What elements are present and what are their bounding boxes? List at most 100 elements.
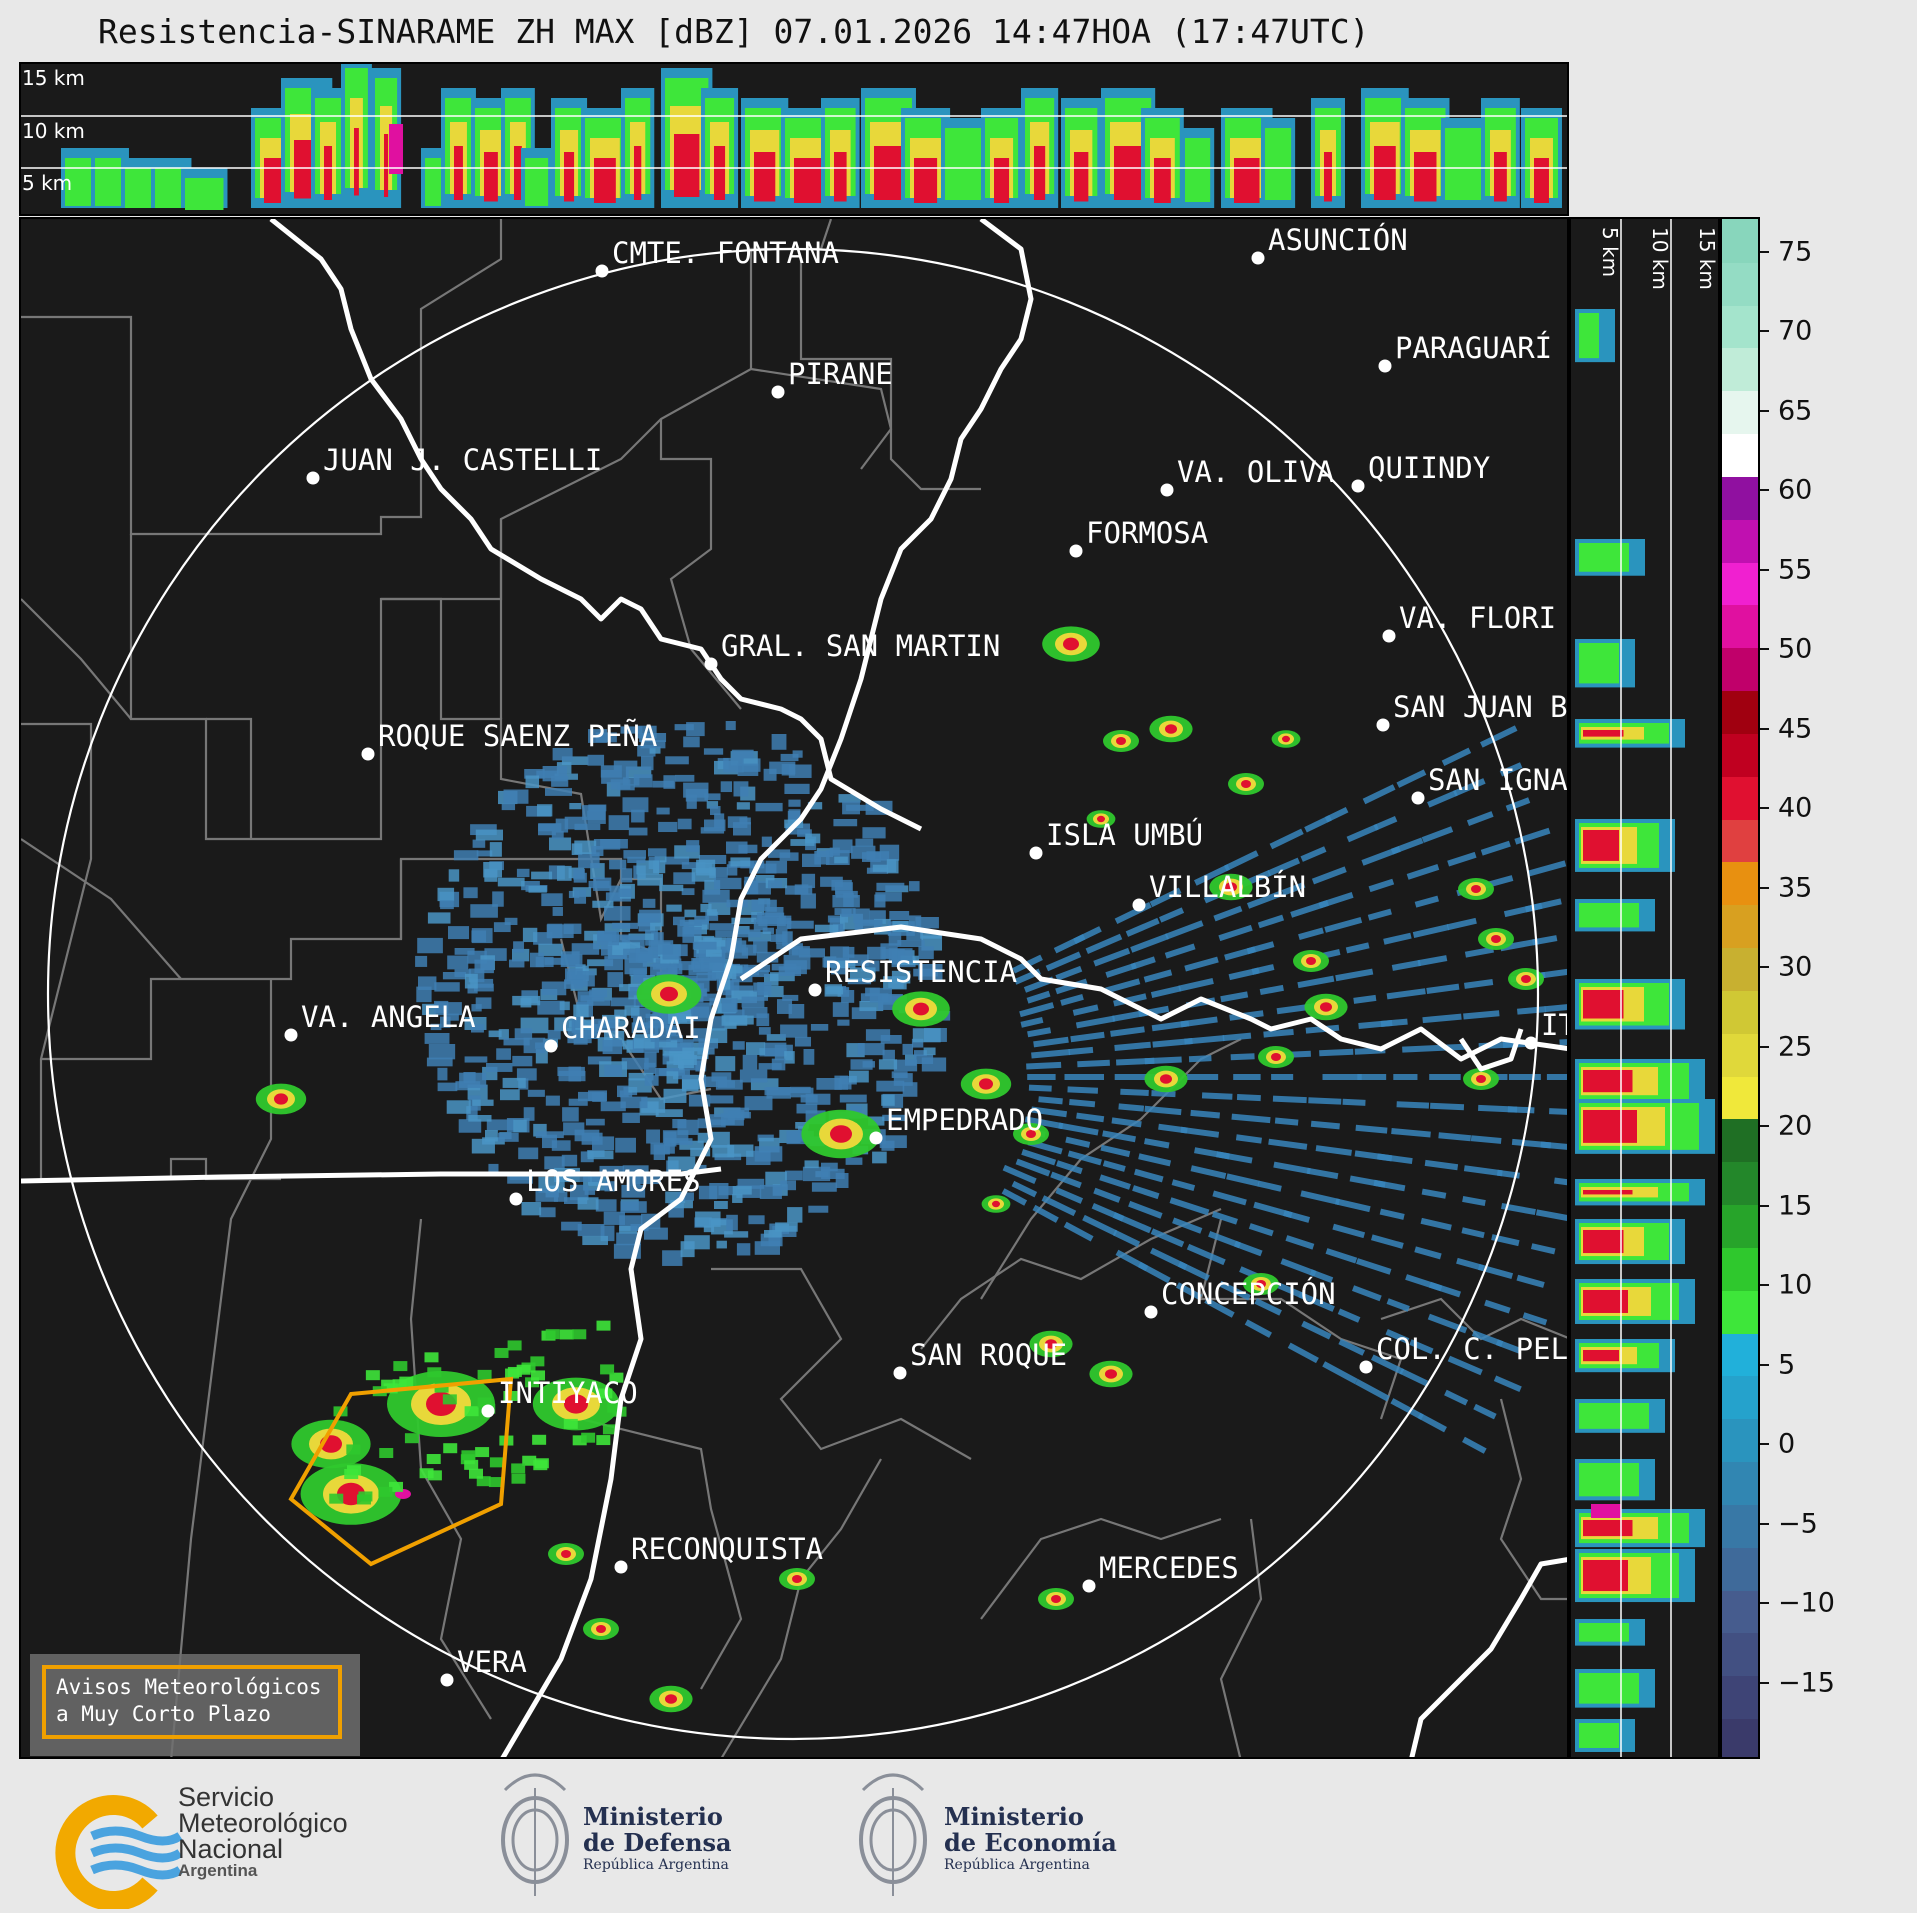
echo-cell: [541, 981, 567, 996]
echo-cell: [816, 1078, 842, 1090]
city-dot[interactable]: [808, 983, 822, 997]
profile-echo: [1414, 152, 1437, 202]
city-dot[interactable]: [306, 471, 320, 485]
echo-ray: [1236, 1094, 1261, 1102]
city-label: MERCEDES: [1099, 1551, 1239, 1585]
echo-cell: [609, 859, 627, 870]
echo-ray: [1462, 1196, 1486, 1207]
city-dot[interactable]: [1069, 544, 1083, 558]
city-dot[interactable]: [1524, 1036, 1538, 1050]
echo-cell: [636, 860, 660, 875]
city-dot[interactable]: [284, 1028, 298, 1042]
city-dot[interactable]: [481, 1404, 495, 1418]
city-dot[interactable]: [1359, 1360, 1373, 1374]
echo-cell: [476, 1476, 491, 1487]
echo-cell: [619, 984, 639, 992]
echo-cell: [492, 891, 504, 907]
echo-cell: [530, 1356, 545, 1367]
city-dot[interactable]: [1251, 251, 1265, 265]
echo-ray: [1507, 1106, 1535, 1114]
echo-ray: [1464, 979, 1494, 989]
city-dot[interactable]: [1351, 479, 1365, 493]
echo-cell: [755, 802, 783, 812]
city-dot[interactable]: [440, 1673, 454, 1687]
echo-ray: [1444, 1389, 1469, 1406]
echo-ray: [1383, 932, 1412, 945]
city-dot[interactable]: [1378, 359, 1392, 373]
defensa-line2: de Defensa: [583, 1828, 732, 1857]
city-dot[interactable]: [1382, 629, 1396, 643]
radar-map: CMTE. FONTANA ASUNCIÓN PARAGUARÍ PIRANE JUAN…: [21, 219, 1567, 1757]
echo-cell: [792, 750, 803, 758]
echo-cell: [528, 885, 547, 893]
city-dot[interactable]: [1144, 1305, 1158, 1319]
city-dot[interactable]: [1082, 1579, 1096, 1593]
echo-ray: [1549, 1108, 1567, 1116]
city-dot[interactable]: [1160, 483, 1174, 497]
echo-cell: [764, 1042, 787, 1057]
echo-cell: [607, 972, 624, 988]
city-label: RESISTENCIA: [825, 955, 1017, 989]
echo-cell-red: [1256, 1280, 1266, 1288]
colorbar-segment: [1722, 1546, 1758, 1591]
echo-cell: [825, 987, 844, 995]
warning-polygon[interactable]: [288, 1376, 514, 1567]
echo-ray: [1396, 769, 1427, 788]
city-dot[interactable]: [1376, 718, 1390, 732]
echo-cell: [868, 1116, 885, 1126]
echo-cell: [572, 1329, 587, 1340]
echo-cell: [665, 756, 689, 765]
city-dot[interactable]: [771, 385, 785, 399]
echo-ray: [1063, 1221, 1094, 1242]
echo-cell: [795, 1122, 809, 1129]
echo-ray: [1300, 1190, 1340, 1205]
echo-cell: [587, 1056, 612, 1065]
city-dot[interactable]: [1411, 791, 1425, 805]
echo-ray: [1274, 1117, 1299, 1126]
side-echo: [1579, 1623, 1629, 1642]
city-dot[interactable]: [704, 657, 718, 671]
city-dot[interactable]: [869, 1131, 883, 1145]
city-dot[interactable]: [509, 1192, 523, 1206]
city-dot[interactable]: [614, 1560, 628, 1574]
echo-ray: [1355, 1124, 1388, 1134]
echo-cell: [564, 1197, 588, 1205]
profile-echo: [514, 146, 522, 200]
echo-cell: [679, 919, 702, 927]
echo-ray: [1001, 1188, 1028, 1206]
radar-map-panel[interactable]: CMTE. FONTANA ASUNCIÓN PARAGUARÍ PIRANE JUAN…: [19, 217, 1569, 1759]
echo-cell: [642, 898, 656, 908]
echo-cell: [654, 1027, 680, 1037]
echo-cell: [600, 765, 622, 778]
echo-ray: [1112, 1212, 1152, 1234]
city-dot[interactable]: [893, 1366, 907, 1380]
echo-cell: [573, 869, 585, 880]
echo-cell: [677, 1192, 694, 1201]
echo-cell: [461, 1450, 476, 1461]
echo-ray: [1150, 985, 1182, 998]
city-dot[interactable]: [1132, 898, 1146, 912]
echo-ray: [1114, 1041, 1151, 1051]
echo-cell: [780, 1180, 797, 1191]
city-dot[interactable]: [361, 747, 375, 761]
echo-cell: [756, 951, 779, 963]
city-dot[interactable]: [1029, 846, 1043, 860]
city-dot[interactable]: [544, 1039, 558, 1053]
echo-cell: [796, 1103, 818, 1114]
echo-ray: [1414, 895, 1440, 908]
echo-cell: [544, 1156, 565, 1170]
echo-cell: [422, 1003, 436, 1015]
echo-cell: [655, 1109, 683, 1117]
echo-ray: [1257, 914, 1285, 929]
echo-ray: [1280, 1258, 1317, 1277]
echo-ray: [1447, 1355, 1483, 1376]
echo-cell: [516, 868, 530, 878]
echo-cell: [591, 846, 604, 857]
echo-cell: [654, 856, 667, 863]
echo-cell: [709, 1183, 729, 1199]
echo-cell: [651, 932, 664, 944]
city-dot[interactable]: [595, 264, 609, 278]
echo-cell: [923, 1047, 936, 1056]
echo-cell: [807, 802, 823, 810]
echo-ray: [1427, 1313, 1468, 1334]
